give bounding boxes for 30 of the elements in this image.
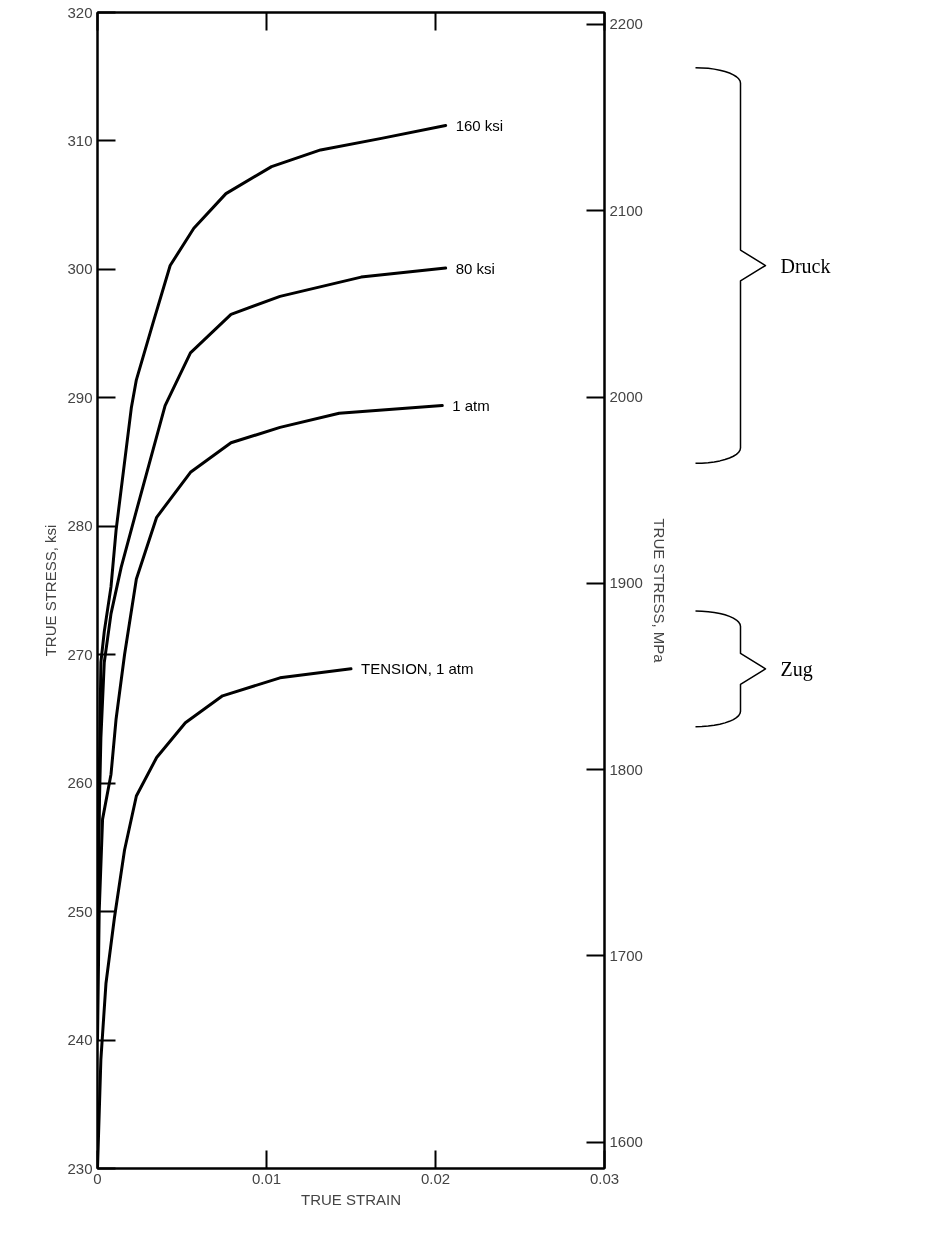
y-tick-label: 240 xyxy=(67,1031,93,1049)
y2-axis-title: TRUE STRESS, MPa xyxy=(650,518,668,664)
x-tick-label: 0.01 xyxy=(251,1169,282,1187)
y-tick-label: 310 xyxy=(67,131,93,149)
y2-tick-label: 1600 xyxy=(609,1133,643,1151)
y-tick-label: 300 xyxy=(67,260,93,278)
y2-tick-label: 2100 xyxy=(609,201,643,219)
y-tick-label: 230 xyxy=(67,1159,93,1177)
y2-tick-label: 1900 xyxy=(609,574,643,592)
y-tick-label: 250 xyxy=(67,902,93,920)
x-tick-label: 0 xyxy=(93,1169,102,1187)
y-tick-label: 260 xyxy=(67,774,93,792)
y2-tick-label: 1800 xyxy=(609,760,643,778)
y-axis-title: TRUE STRESS, ksi xyxy=(42,524,60,657)
series-label: 160 ksi xyxy=(455,117,504,135)
y-tick-label: 280 xyxy=(67,517,93,535)
y2-tick-label: 2200 xyxy=(609,15,643,33)
text: Druck xyxy=(780,254,831,277)
y-tick-label: 320 xyxy=(67,3,93,21)
y2-tick-label: 2000 xyxy=(609,388,643,406)
text: Zug xyxy=(780,657,813,681)
y-tick-label: 270 xyxy=(67,645,93,663)
x-axis-title: TRUE STRAIN xyxy=(301,1190,402,1208)
y2-tick-label: 1700 xyxy=(609,946,643,964)
x-tick-label: 0.03 xyxy=(589,1169,620,1187)
series-label: 80 ksi xyxy=(455,259,495,277)
x-tick-label: 0.02 xyxy=(420,1169,451,1187)
series-label: 1 atm xyxy=(452,397,490,415)
y-tick-label: 290 xyxy=(67,388,93,406)
series-label: TENSION, 1 atm xyxy=(361,660,474,678)
